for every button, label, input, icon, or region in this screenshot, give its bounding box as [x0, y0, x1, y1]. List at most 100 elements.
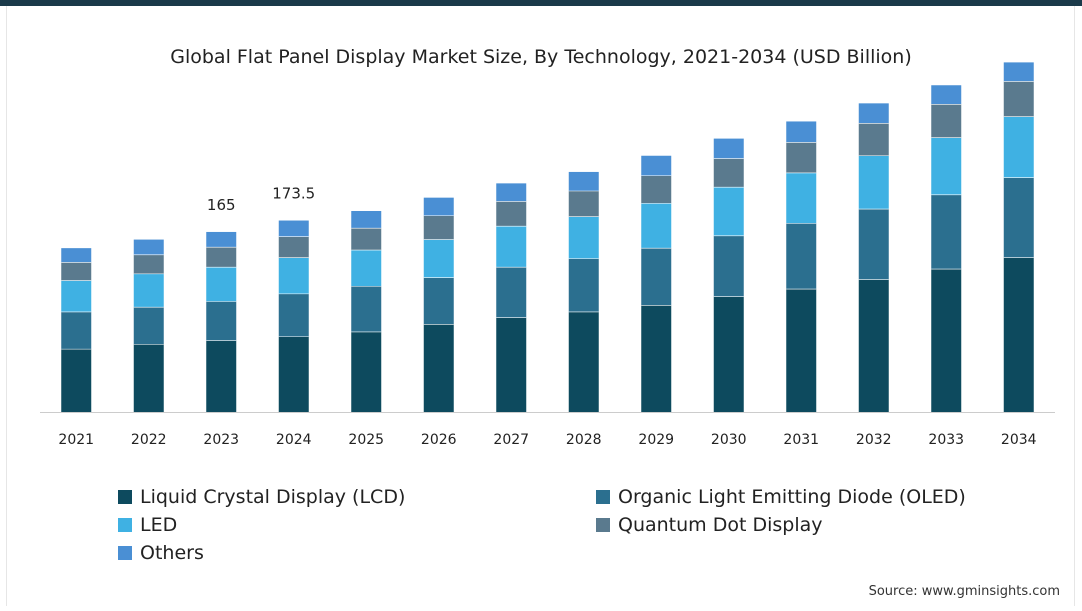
bar-2031-series-1	[786, 223, 817, 290]
bar-2034-series-3	[1003, 81, 1034, 117]
legend-label-quantum-dot: Quantum Dot Display	[618, 514, 823, 536]
legend-swatch-others	[118, 546, 132, 560]
bar-2028-series-0	[568, 311, 599, 412]
bar-2028-series-1	[568, 258, 599, 312]
bar-2024-series-1	[278, 293, 309, 337]
bar-2026-series-4	[423, 197, 454, 216]
legend-item-lcd: Liquid Crystal Display (LCD)	[118, 486, 405, 508]
bar-2029-series-4	[641, 155, 672, 176]
bar-2031-series-3	[786, 142, 817, 173]
legend-swatch-oled	[596, 490, 610, 504]
bar-2034-series-2	[1003, 116, 1034, 178]
x-tick-label-2023: 2023	[203, 432, 239, 448]
x-tick-label-2021: 2021	[58, 432, 94, 448]
legend-swatch-led	[118, 518, 132, 532]
bar-2026-series-0	[423, 324, 454, 412]
source-note: Source: www.gminsights.com	[868, 584, 1060, 599]
bar-2030-series-0	[713, 296, 744, 412]
bar-2021-series-2	[61, 280, 92, 312]
bar-2023-series-0	[206, 340, 237, 412]
bar-2027-series-3	[496, 201, 527, 227]
bar-2024-series-3	[278, 236, 309, 258]
legend-item-others: Others	[118, 542, 204, 564]
bar-2021-series-1	[61, 311, 92, 350]
bar-2025-series-4	[351, 210, 382, 229]
bar-2023-series-3	[206, 247, 237, 268]
bar-2030-series-1	[713, 235, 744, 297]
bar-2032-series-3	[858, 123, 889, 156]
x-tick-label-2029: 2029	[638, 432, 674, 448]
x-tick-label-2032: 2032	[856, 432, 892, 448]
bar-2025-series-1	[351, 286, 382, 332]
x-tick-label-2026: 2026	[421, 432, 457, 448]
bar-2022-series-0	[133, 344, 164, 412]
x-tick-label-2024: 2024	[276, 432, 312, 448]
bar-2031-series-4	[786, 121, 817, 143]
bar-2031-series-2	[786, 172, 817, 224]
legend-swatch-lcd	[118, 490, 132, 504]
bar-2028-series-3	[568, 190, 599, 217]
x-tick-label-2028: 2028	[566, 432, 602, 448]
bar-2024-series-4	[278, 220, 309, 237]
bar-2025-series-0	[351, 331, 382, 412]
bar-2033-series-1	[931, 194, 962, 270]
bar-2032-series-1	[858, 209, 889, 280]
bar-2030-series-2	[713, 187, 744, 236]
chart-frame	[6, 6, 1075, 606]
bar-2021-series-4	[61, 248, 92, 263]
bar-2023-series-2	[206, 267, 237, 302]
bar-2025-series-3	[351, 228, 382, 251]
legend-item-led: LED	[118, 514, 177, 536]
data-label-2024: 173.5	[272, 185, 315, 203]
bar-2028-series-2	[568, 216, 599, 259]
bar-2033-series-3	[931, 104, 962, 138]
bar-2029-series-1	[641, 248, 672, 306]
x-tick-label-2033: 2033	[928, 432, 964, 448]
x-tick-label-2025: 2025	[348, 432, 384, 448]
bar-2021-series-3	[61, 262, 92, 281]
x-tick-label-2022: 2022	[131, 432, 167, 448]
bar-2033-series-0	[931, 269, 962, 412]
bar-2032-series-2	[858, 155, 889, 210]
legend-label-others: Others	[140, 542, 204, 564]
x-tick-label-2034: 2034	[1001, 432, 1037, 448]
bar-2034-series-4	[1003, 62, 1034, 82]
legend-swatch-quantum-dot	[596, 518, 610, 532]
bar-2027-series-1	[496, 267, 527, 318]
bar-2029-series-0	[641, 305, 672, 412]
bar-2026-series-1	[423, 277, 454, 325]
bar-2032-series-4	[858, 103, 889, 124]
bar-2034-series-0	[1003, 257, 1034, 412]
bar-2022-series-1	[133, 307, 164, 345]
bar-2029-series-3	[641, 175, 672, 204]
legend-label-lcd: Liquid Crystal Display (LCD)	[140, 486, 406, 508]
legend-label-led: LED	[140, 514, 178, 536]
bar-2026-series-3	[423, 215, 454, 240]
bar-2021-series-0	[61, 349, 92, 412]
bar-2030-series-4	[713, 138, 744, 159]
legend-item-quantum-dot: Quantum Dot Display	[596, 514, 823, 536]
bar-2022-series-2	[133, 273, 164, 308]
bar-2031-series-0	[786, 289, 817, 412]
bar-2033-series-4	[931, 85, 962, 105]
bar-2027-series-0	[496, 317, 527, 412]
bar-2022-series-3	[133, 254, 164, 274]
bar-2026-series-2	[423, 239, 454, 278]
chart-legend: Liquid Crystal Display (LCD) Organic Lig…	[118, 486, 1018, 576]
stacked-bar-chart: 2021 2022 2023 2024 2025 2026 2027 2028 2029 2030…	[40, 62, 1055, 448]
bar-2025-series-2	[351, 250, 382, 287]
top-accent-bar	[0, 0, 1082, 6]
data-label-2023: 165	[207, 196, 236, 214]
x-tick-label-2030: 2030	[711, 432, 747, 448]
chart-title: Global Flat Panel Display Market Size, B…	[170, 46, 912, 68]
bar-2033-series-2	[931, 137, 962, 195]
bar-2030-series-3	[713, 158, 744, 188]
bar-2028-series-4	[568, 171, 599, 191]
bar-2023-series-4	[206, 231, 237, 248]
bar-2027-series-4	[496, 183, 527, 202]
legend-label-oled: Organic Light Emitting Diode (OLED)	[618, 486, 966, 508]
bar-2024-series-0	[278, 336, 309, 412]
legend-item-oled: Organic Light Emitting Diode (OLED)	[596, 486, 966, 508]
bar-2029-series-2	[641, 203, 672, 249]
bar-2027-series-2	[496, 226, 527, 268]
